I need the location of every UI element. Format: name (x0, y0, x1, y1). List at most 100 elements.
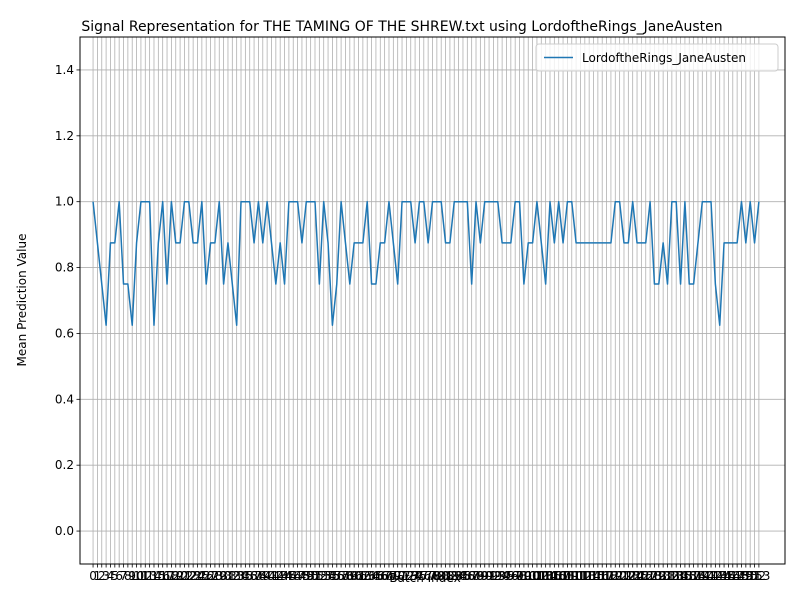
x-tick-label: 45 (281, 569, 296, 583)
x-tick-label: 46 (286, 569, 301, 583)
x-tick-label: 94 (494, 569, 509, 583)
x-tick-label: 114 (578, 569, 601, 583)
x-tick-label: 153 (747, 569, 770, 583)
x-tick-label: 12 (138, 569, 153, 583)
x-tick-label: 117 (591, 569, 614, 583)
x-tick-label: 40 (259, 569, 274, 583)
x-tick-label: 106 (543, 569, 566, 583)
x-tick-label: 28 (207, 569, 222, 583)
x-tick-label: 26 (199, 569, 214, 583)
x-tick-label: 68 (381, 569, 396, 583)
x-tick-label: 55 (325, 569, 340, 583)
x-tick-label: 44 (277, 569, 292, 583)
x-tick-label: 49 (299, 569, 314, 583)
x-tick-label: 121 (608, 569, 631, 583)
x-tick-label: 77 (421, 569, 436, 583)
y-tick-label: 0.8 (55, 261, 74, 275)
x-tick-label: 148 (726, 569, 749, 583)
y-tick-label: 0.4 (55, 392, 74, 406)
x-tick-label: 143 (704, 569, 727, 583)
x-tick-label: 141 (695, 569, 718, 583)
x-tick-label: 7 (120, 569, 128, 583)
x-tick-label: 119 (599, 569, 622, 583)
x-tick-label: 137 (678, 569, 701, 583)
x-tick-label: 1 (94, 569, 102, 583)
x-tick-label: 72 (399, 569, 414, 583)
y-tick-label: 1.4 (55, 63, 74, 77)
x-tick-label: 108 (552, 569, 575, 583)
x-tick-label: 25 (194, 569, 209, 583)
x-tick-label: 36 (242, 569, 257, 583)
x-tick-label: 75 (412, 569, 427, 583)
x-tick-label: 31 (220, 569, 235, 583)
x-tick-label: 38 (251, 569, 266, 583)
y-ticks: 0.0 0.2 0.4 0.6 0.8 1.0 1.2 1.4 (55, 63, 80, 538)
x-tick-label: 122 (613, 569, 636, 583)
x-tick-label: 19 (168, 569, 183, 583)
x-tick-label: 101 (521, 569, 544, 583)
x-tick-label: 139 (687, 569, 710, 583)
x-tick-label: 136 (673, 569, 696, 583)
x-tick-label: 104 (534, 569, 557, 583)
x-tick-label: 59 (342, 569, 357, 583)
x-tick-label: 102 (525, 569, 548, 583)
x-tick-label: 99 (516, 569, 531, 583)
x-tick-label: 10 (129, 569, 144, 583)
x-tick-label: 98 (512, 569, 527, 583)
x-tick-label: 96 (503, 569, 518, 583)
y-tick-label: 0.0 (55, 524, 74, 538)
x-tick-label: 48 (294, 569, 309, 583)
x-tick-label: 21 (177, 569, 192, 583)
x-tick-label: 95 (499, 569, 514, 583)
x-tick-label: 84 (451, 569, 466, 583)
legend-label: LordoftheRings_JaneAusten (582, 51, 746, 65)
x-tick-label: 54 (320, 569, 335, 583)
x-tick-label: 69 (386, 569, 401, 583)
x-tick-label: 131 (652, 569, 675, 583)
x-tick-label: 42 (268, 569, 283, 583)
x-tick-label: 109 (556, 569, 579, 583)
x-tick-label: 17 (159, 569, 174, 583)
x-tick-label: 62 (355, 569, 370, 583)
x-tick-label: 127 (634, 569, 657, 583)
x-tick-label: 0 (89, 569, 97, 583)
x-tick-label: 133 (660, 569, 683, 583)
x-tick-label: 15 (151, 569, 166, 583)
x-tick-label: 63 (360, 569, 375, 583)
x-tick-label: 118 (595, 569, 618, 583)
x-tick-label: 60 (347, 569, 362, 583)
x-tick-label: 125 (626, 569, 649, 583)
x-tick-label: 81 (438, 569, 453, 583)
x-tick-label: 51 (307, 569, 322, 583)
x-tick-label: 8 (124, 569, 132, 583)
series-layer (92, 200, 760, 326)
x-tick-label: 149 (730, 569, 753, 583)
x-tick-label: 37 (246, 569, 261, 583)
x-tick-label: 144 (708, 569, 731, 583)
x-tick-label: 103 (530, 569, 553, 583)
x-tick-label: 91 (481, 569, 496, 583)
x-tick-label: 89 (473, 569, 488, 583)
x-axis-label: Batch Index (389, 571, 460, 585)
x-tick-label: 126 (630, 569, 653, 583)
y-tick-label: 0.2 (55, 458, 74, 472)
x-tick-label: 9 (128, 569, 136, 583)
x-tick-label: 92 (486, 569, 501, 583)
x-tick-label: 35 (238, 569, 253, 583)
x-tick-label: 93 (490, 569, 505, 583)
x-tick-label: 61 (351, 569, 366, 583)
x-tick-label: 80 (434, 569, 449, 583)
chart-title: Signal Representation for THE TAMING OF … (81, 19, 722, 35)
x-tick-label: 13 (142, 569, 157, 583)
x-ticks: 0123456789101112131415161718192021222324… (89, 564, 770, 583)
series-line (92, 200, 760, 326)
x-tick-label: 79 (429, 569, 444, 583)
x-tick-label: 147 (721, 569, 744, 583)
x-tick-label: 142 (700, 569, 723, 583)
x-tick-label: 111 (565, 569, 588, 583)
x-tick-label: 2 (98, 569, 106, 583)
x-tick-label: 107 (547, 569, 570, 583)
x-tick-label: 85 (455, 569, 470, 583)
x-tick-label: 23 (186, 569, 201, 583)
